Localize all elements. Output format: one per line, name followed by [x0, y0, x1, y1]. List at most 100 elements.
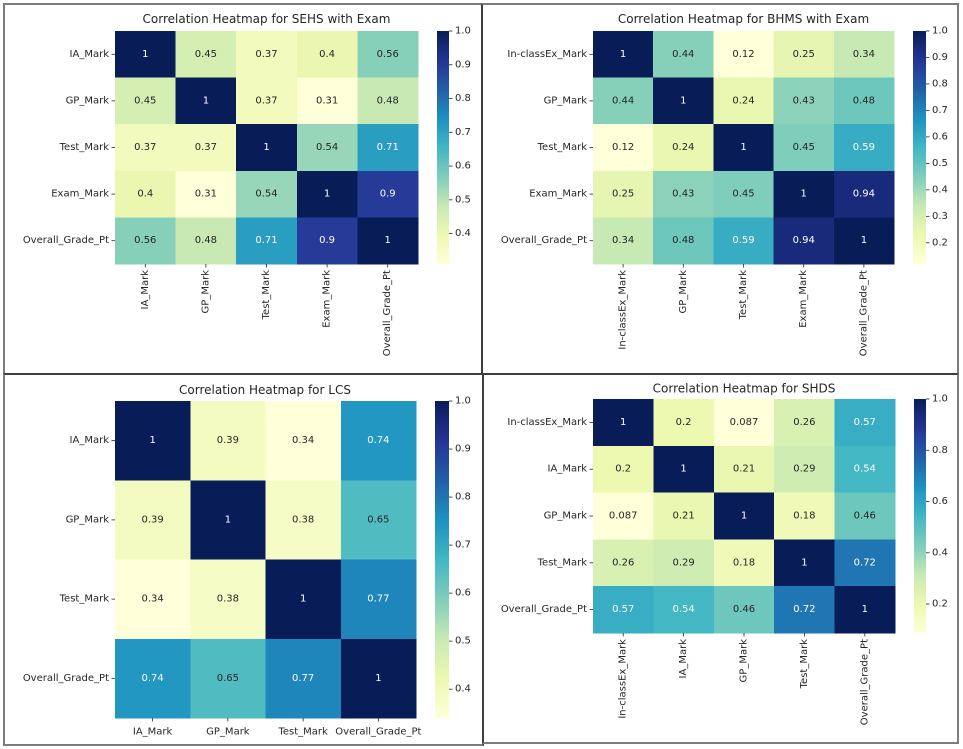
row-label: In-classEx_Mark — [507, 49, 587, 60]
heatmap-cell — [265, 480, 342, 561]
heatmap-cell — [713, 445, 775, 494]
colorbar-tick-label: 1.0 — [932, 394, 948, 405]
colorbar-tick-label: 0.9 — [932, 52, 948, 63]
heatmap-cell — [236, 217, 298, 265]
heatmap-cell — [773, 31, 835, 79]
cell-annotation: 0.45 — [793, 142, 815, 153]
cell-annotation: 0.65 — [367, 514, 389, 525]
heatmap-cell — [653, 399, 715, 447]
cell-annotation: 0.54 — [672, 604, 694, 615]
colorbar-tick-label: 0.6 — [455, 588, 471, 599]
cell-annotation: 1 — [801, 557, 807, 568]
heatmap-cell — [773, 217, 835, 265]
cell-annotation: 0.44 — [672, 49, 694, 60]
colorbar-tick-label: 0.2 — [932, 599, 948, 610]
heatmap-cell — [265, 638, 342, 719]
column-label: GP_Mark — [200, 270, 211, 314]
cell-annotation: 0.38 — [217, 594, 239, 605]
heatmap-cell — [236, 77, 298, 125]
heatmap-cell — [713, 31, 775, 79]
heatmap-cell — [115, 638, 191, 719]
cell-annotation: 0.087 — [609, 511, 638, 522]
heatmap-chart-shds: Correlation Heatmap for SHDS 1 0.2 0.087 0.… — [501, 382, 948, 726]
heatmap-cell — [713, 492, 775, 540]
row-label: Test_Mark — [59, 594, 110, 605]
cell-annotation: 0.24 — [732, 95, 754, 106]
column-label: Exam_Mark — [322, 270, 333, 328]
colorbar-tick-label: 0.7 — [455, 540, 471, 551]
cell-annotation: 0.54 — [255, 189, 277, 200]
cell-annotation: 0.59 — [853, 142, 875, 153]
cell-annotation: 0.21 — [672, 511, 694, 522]
heatmap-cell — [340, 559, 417, 640]
heatmap-panel-bhms: Correlation Heatmap for BHMS with Exam 1… — [481, 3, 959, 375]
column-label: In-classEx_Mark — [618, 270, 629, 350]
cell-annotation: 0.48 — [377, 95, 399, 106]
heatmap-cell — [834, 539, 896, 587]
cell-annotation: 0.77 — [292, 673, 314, 684]
cell-annotation: 1 — [375, 673, 381, 684]
row-label: GP_Mark — [544, 95, 588, 106]
heatmap-cell — [774, 445, 836, 494]
cell-annotation: 0.34 — [141, 594, 163, 605]
row-label: IA_Mark — [70, 435, 110, 446]
cell-annotation: 0.37 — [255, 49, 277, 60]
cell-annotation: 0.25 — [612, 189, 634, 200]
cell-annotation: 0.71 — [255, 235, 277, 246]
colorbar-tick-label: 0.9 — [455, 59, 471, 70]
cell-annotation: 0.56 — [134, 235, 156, 246]
heatmap-cell — [713, 77, 775, 125]
cell-annotation: 0.18 — [733, 557, 755, 568]
heatmap-annotations: 1 0.2 0.087 0.26 0.570.2 1 0.21 0.29 0.540.087 0.… — [609, 417, 876, 615]
cell-annotation: 0.46 — [733, 604, 755, 615]
colorbar-tick-label: 1.0 — [455, 396, 471, 407]
heatmap-cell — [593, 445, 654, 494]
colorbar-tick-label: 0.8 — [455, 93, 471, 104]
cell-annotation: 0.18 — [793, 511, 815, 522]
heatmap-cell — [190, 480, 267, 561]
cell-annotation: 0.94 — [853, 189, 875, 200]
heatmap-cell — [115, 77, 177, 125]
cell-annotation: 0.45 — [195, 49, 217, 60]
column-label: Test_Mark — [277, 727, 328, 738]
cell-annotation: 0.31 — [316, 95, 338, 106]
heatmap-cells — [593, 399, 896, 634]
heatmap-cell — [834, 445, 896, 494]
heatmap-cell — [713, 124, 775, 172]
column-label: Overall_Grade_Pt — [335, 727, 421, 738]
heatmap-cell — [773, 124, 835, 172]
cell-annotation: 0.59 — [732, 235, 754, 246]
heatmap-cell — [296, 77, 358, 125]
heatmap-cell — [593, 77, 654, 125]
cell-annotation: 0.72 — [793, 604, 815, 615]
colorbar-axis: 1.0 0.9 0.8 0.7 0.6 0.5 0.4 — [449, 26, 471, 239]
heatmap-cell — [833, 170, 895, 218]
heatmap-cell — [175, 77, 237, 125]
cell-annotation: 1 — [300, 594, 306, 605]
colorbar-tick-label: 1.0 — [455, 26, 471, 37]
heatmap-cell — [833, 77, 895, 125]
heatmap-cell — [190, 401, 267, 481]
heatmap-cell — [653, 77, 714, 125]
cell-annotation: 0.74 — [367, 435, 389, 446]
colorbar-tick-label: 0.5 — [455, 636, 471, 647]
cell-annotation: 0.2 — [676, 417, 692, 428]
heatmap-cell — [593, 586, 654, 634]
heatmap-annotations: 1 0.44 0.12 0.25 0.34 0.44 1 0.24 0.43 0.48 0.12 0.… — [612, 49, 875, 246]
colorbar-tick-label: 0.3 — [932, 211, 948, 222]
cell-annotation: 0.57 — [612, 604, 634, 615]
heatmap-cell — [833, 217, 895, 265]
cell-annotation: 0.46 — [854, 511, 876, 522]
cell-annotation: 1 — [620, 49, 626, 60]
colorbar-tick-label: 0.8 — [932, 78, 948, 89]
row-label: Test_Mark — [537, 142, 588, 153]
chart-title: Correlation Heatmap for SHDS — [653, 382, 836, 396]
colorbar-tick-label: 0.6 — [932, 496, 948, 507]
heatmap-cell — [653, 445, 715, 494]
heatmap-panel-lcs: Correlation Heatmap for LCS 1 0.39 0.34 0.7… — [3, 373, 484, 746]
colorbar-tick-label: 0.2 — [932, 237, 948, 248]
cell-annotation: 1 — [149, 435, 155, 446]
cell-annotation: 0.39 — [141, 514, 163, 525]
cell-annotation: 1 — [741, 511, 747, 522]
column-label: Overall_Grade_Pt — [382, 270, 393, 356]
